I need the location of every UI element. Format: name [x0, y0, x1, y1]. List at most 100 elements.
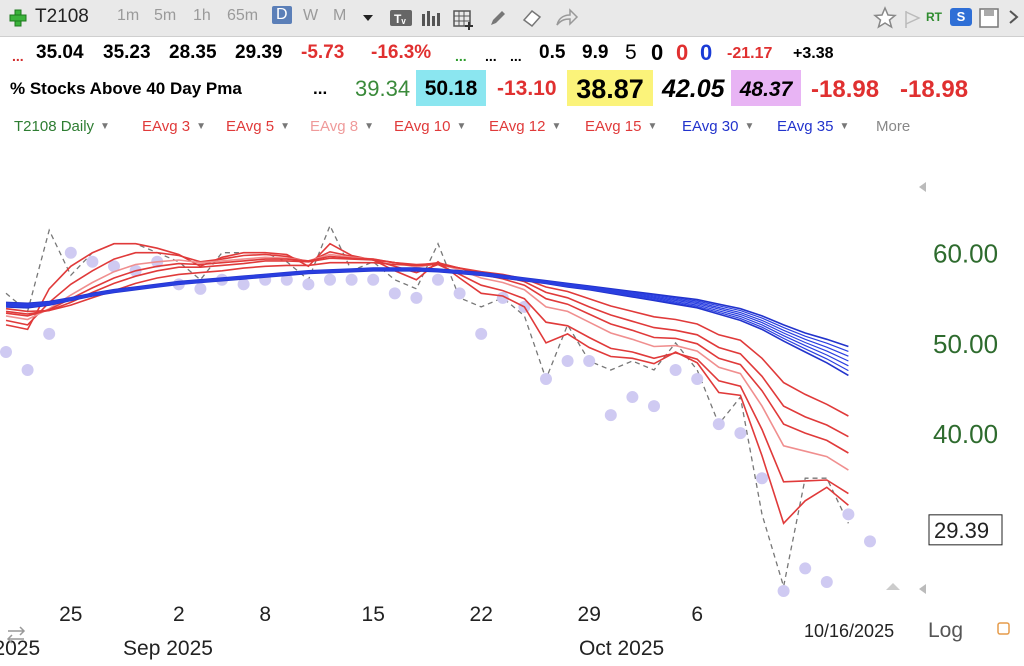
timeframe-w[interactable]: W: [303, 7, 319, 24]
price-chart[interactable]: 60.00 50.00 40.00 29.39 25 2 8 15 22 29 6 2025 Sep 2…: [0, 140, 1024, 666]
save-icon[interactable]: [978, 7, 1000, 29]
text-tool-icon[interactable]: Tᵥ: [389, 8, 413, 28]
t2108-daily-point: [64, 246, 77, 259]
dropdown-icon[interactable]: [362, 13, 374, 23]
quote-ellipsis-3: ...: [485, 48, 497, 64]
quote-low: 28.35: [169, 42, 217, 63]
y-tick-label: 40.00: [933, 419, 998, 449]
axis-marker-icon: [919, 584, 926, 594]
eavg-15-line: [5, 261, 849, 417]
x-tick-label: 6: [691, 603, 703, 626]
quote-change: -5.73: [301, 42, 345, 63]
x-tick-label: 25: [59, 603, 82, 626]
indicator-label: More: [876, 118, 911, 135]
realtime-icon[interactable]: RT: [926, 10, 942, 24]
quote-open: 35.04: [36, 42, 84, 63]
indicator-eavg-30[interactable]: EAvg 30 ▼: [682, 118, 754, 135]
quote-v8: +3.38: [793, 45, 834, 62]
quote-ellipsis-4: ...: [510, 48, 522, 64]
indicator-label: EAvg 8: [310, 118, 359, 135]
indicator-more[interactable]: More: [876, 118, 910, 135]
t2108-daily-point: [712, 418, 725, 431]
t2108-daily-point: [648, 400, 660, 413]
star-icon[interactable]: [873, 6, 897, 30]
quote-v5: 0: [676, 40, 689, 65]
series-layer: [0, 224, 876, 597]
quote-v1: 0.5: [539, 42, 566, 63]
t2108-daily-point: [561, 354, 574, 367]
timeframe-1m[interactable]: 1m: [117, 7, 140, 24]
timeframe-5m[interactable]: 5m: [154, 7, 177, 24]
symbol-label[interactable]: T2108: [35, 6, 89, 27]
indicator-eavg-5[interactable]: EAvg 5 ▼: [226, 118, 290, 135]
x-month-label: Oct 2025: [579, 637, 664, 660]
bar-chart-icon[interactable]: [420, 8, 442, 28]
x-tick-label: 2: [173, 603, 185, 626]
t2108-daily-point: [453, 287, 466, 300]
caret-down-icon: ▼: [280, 121, 290, 132]
indicator-eavg-12[interactable]: EAvg 12 ▼: [489, 118, 561, 135]
share-icon[interactable]: [555, 8, 579, 28]
indicator-eavg-10[interactable]: EAvg 10 ▼: [394, 118, 466, 135]
indicator-eavg-8[interactable]: EAvg 8 ▼: [310, 118, 374, 135]
swap-icon[interactable]: [6, 626, 26, 644]
chart-settings-icon[interactable]: [997, 622, 1010, 635]
indicator-label: T2108 Daily: [14, 118, 95, 135]
axis-layer: 60.00 50.00 40.00 29.39 25 2 8 15 22 29 6 2025 Sep 2…: [0, 182, 1010, 660]
quote-v3: 5: [625, 41, 637, 64]
eavg-30-line: [5, 267, 849, 348]
flag-icon[interactable]: [903, 9, 923, 29]
indicator-label: EAvg 3: [142, 118, 191, 135]
indicator-t2108-daily[interactable]: T2108 Daily ▼: [14, 118, 110, 135]
value-c3: -13.10: [497, 77, 557, 100]
caret-down-icon: ▼: [196, 121, 206, 132]
t2108-daily-point: [194, 282, 207, 295]
timeframe-d[interactable]: D: [272, 6, 292, 24]
t2108-daily-point: [302, 278, 315, 291]
pencil-icon[interactable]: [488, 8, 508, 28]
value-c4: 38.87: [567, 70, 653, 106]
t2108-daily-point: [864, 535, 876, 548]
scan-icon[interactable]: S: [950, 8, 972, 26]
eraser-icon[interactable]: [521, 8, 543, 28]
x-tick-label: 8: [259, 603, 271, 626]
indicator-label: EAvg 35: [777, 118, 834, 135]
t2108-daily-point: [280, 273, 293, 286]
indicator-eavg-35[interactable]: EAvg 35 ▼: [777, 118, 849, 135]
timeframe-65m[interactable]: 65m: [227, 7, 259, 24]
caret-down-icon: ▼: [647, 121, 658, 132]
t2108-daily-dots: [0, 246, 876, 597]
t2108-daily-point: [626, 391, 639, 404]
value-c2: 50.18: [416, 70, 486, 106]
name-row: % Stocks Above 40 Day Pma ... 39.34 50.1…: [0, 70, 1024, 106]
t2108-daily-point: [777, 584, 790, 597]
cursor-date-label: 10/16/2025: [804, 621, 894, 641]
timeframe-m[interactable]: M: [333, 7, 347, 24]
t2108-daily-point: [691, 373, 704, 386]
caret-down-icon: ▼: [744, 121, 755, 132]
eavg-band-line: [5, 269, 849, 372]
log-scale-toggle[interactable]: Log: [928, 619, 963, 642]
indicator-eavg-15[interactable]: EAvg 15 ▼: [585, 118, 657, 135]
scroll-right-icon[interactable]: [1006, 7, 1020, 27]
quote-v7: -21.17: [727, 45, 773, 62]
indicator-label: EAvg 30: [682, 118, 739, 135]
grid-icon[interactable]: [452, 8, 476, 30]
quote-close: 29.39: [235, 42, 283, 63]
indicator-label: EAvg 12: [489, 118, 546, 135]
t2108-daily-point: [669, 364, 682, 376]
value-c5: 42.05: [662, 75, 725, 103]
quote-v6: 0: [700, 40, 713, 65]
t2108-daily-point: [583, 354, 596, 367]
indicator-legend: T2108 Daily ▼ EAvg 3 ▼ EAvg 5 ▼ EAvg 8 ▼ EAv…: [0, 116, 1024, 140]
plus-icon[interactable]: [8, 8, 28, 28]
axis-marker-icon: [919, 182, 926, 192]
value-c1: 39.34: [355, 76, 411, 101]
t2108-daily-point: [842, 508, 855, 521]
t2108-daily-point: [604, 409, 617, 422]
quote-ellipsis-green: ...: [455, 48, 467, 64]
timeframe-1h[interactable]: 1h: [193, 7, 211, 24]
value-c8: -18.98: [900, 76, 969, 103]
indicator-eavg-3[interactable]: EAvg 3 ▼: [142, 118, 206, 135]
t2108-daily-point: [108, 260, 120, 273]
